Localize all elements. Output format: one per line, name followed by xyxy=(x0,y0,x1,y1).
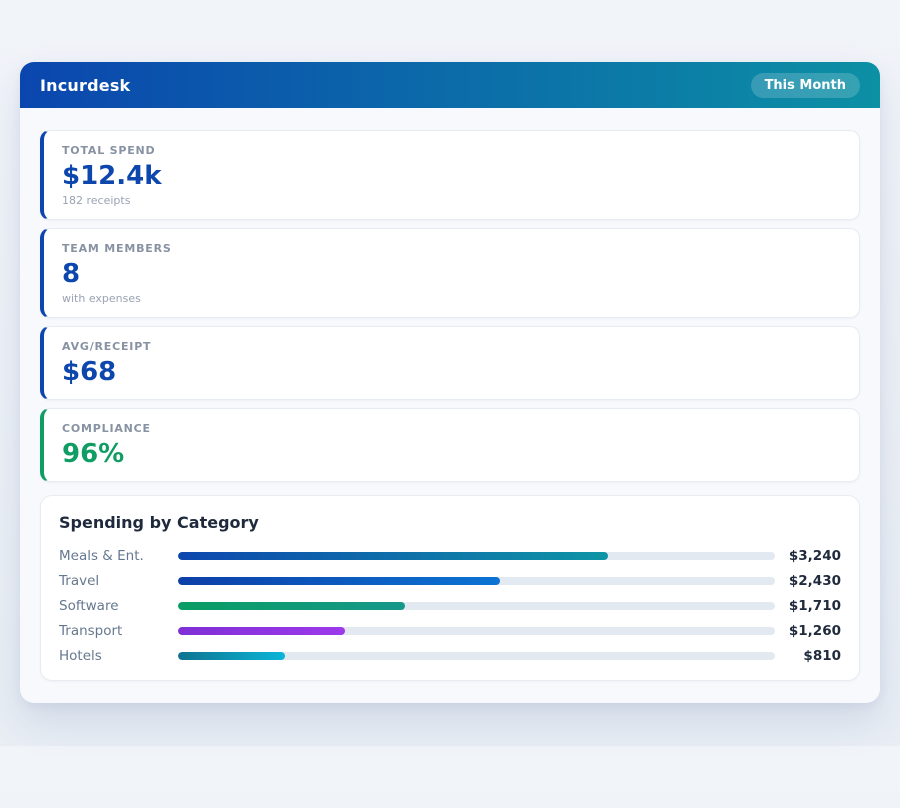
value-label: $2,430 xyxy=(788,572,841,589)
chart-row: Travel $2,430 xyxy=(59,572,841,589)
dashboard-panel: Incurdesk This Month TOTAL SPEND $12.4k … xyxy=(20,62,880,703)
chart-rows: Meals & Ent. $3,240 Travel $2,430 Softwa… xyxy=(59,547,841,664)
stats-list: TOTAL SPEND $12.4k 182 receipts TEAM MEM… xyxy=(40,130,860,482)
value-label: $1,260 xyxy=(788,622,841,639)
bar-track xyxy=(178,626,775,635)
stat-card: COMPLIANCE 96% xyxy=(40,408,860,482)
stat-subtext: 182 receipts xyxy=(62,194,131,207)
category-label: Travel xyxy=(59,572,100,589)
bar-fill xyxy=(178,551,608,560)
stat-card: AVG/RECEIPT $68 xyxy=(40,326,860,400)
value-label: $1,710 xyxy=(788,597,841,614)
stat-value: $68 xyxy=(62,357,117,387)
bar-fill xyxy=(178,626,346,635)
stat-label: TOTAL SPEND xyxy=(62,144,156,157)
app-header: Incurdesk This Month xyxy=(20,62,880,108)
category-label: Hotels xyxy=(59,647,102,664)
bar-track xyxy=(178,551,775,560)
value-label: $810 xyxy=(803,647,841,664)
chart-row: Transport $1,260 xyxy=(59,622,841,639)
category-label: Meals & Ent. xyxy=(59,547,144,564)
stat-value: 8 xyxy=(62,259,81,289)
category-label: Software xyxy=(59,597,119,614)
stat-label: TEAM MEMBERS xyxy=(62,242,172,255)
stat-subtext: with expenses xyxy=(62,292,141,305)
bar-fill xyxy=(178,601,405,610)
bar-track xyxy=(178,651,775,660)
bar-fill xyxy=(178,651,286,660)
bar-track xyxy=(178,576,775,585)
spending-chart-card: Spending by Category Meals & Ent. $3,240… xyxy=(40,495,860,681)
bar-track xyxy=(178,601,775,610)
dashboard-content: TOTAL SPEND $12.4k 182 receipts TEAM MEM… xyxy=(20,108,880,703)
category-label: Transport xyxy=(59,622,123,639)
chart-row: Meals & Ent. $3,240 xyxy=(59,547,841,564)
app-title: Incurdesk xyxy=(40,75,131,95)
stat-label: COMPLIANCE xyxy=(62,422,151,435)
stat-label: AVG/RECEIPT xyxy=(62,340,152,353)
stat-card: TOTAL SPEND $12.4k 182 receipts xyxy=(40,130,860,220)
value-label: $3,240 xyxy=(788,547,841,564)
period-badge[interactable]: This Month xyxy=(750,72,860,98)
chart-row: Software $1,710 xyxy=(59,597,841,614)
bar-fill xyxy=(178,576,501,585)
chart-row: Hotels $810 xyxy=(59,647,841,664)
chart-title: Spending by Category xyxy=(59,513,259,532)
stat-value: $12.4k xyxy=(62,161,162,191)
stat-value: 96% xyxy=(62,439,125,469)
stat-card: TEAM MEMBERS 8 with expenses xyxy=(40,228,860,318)
